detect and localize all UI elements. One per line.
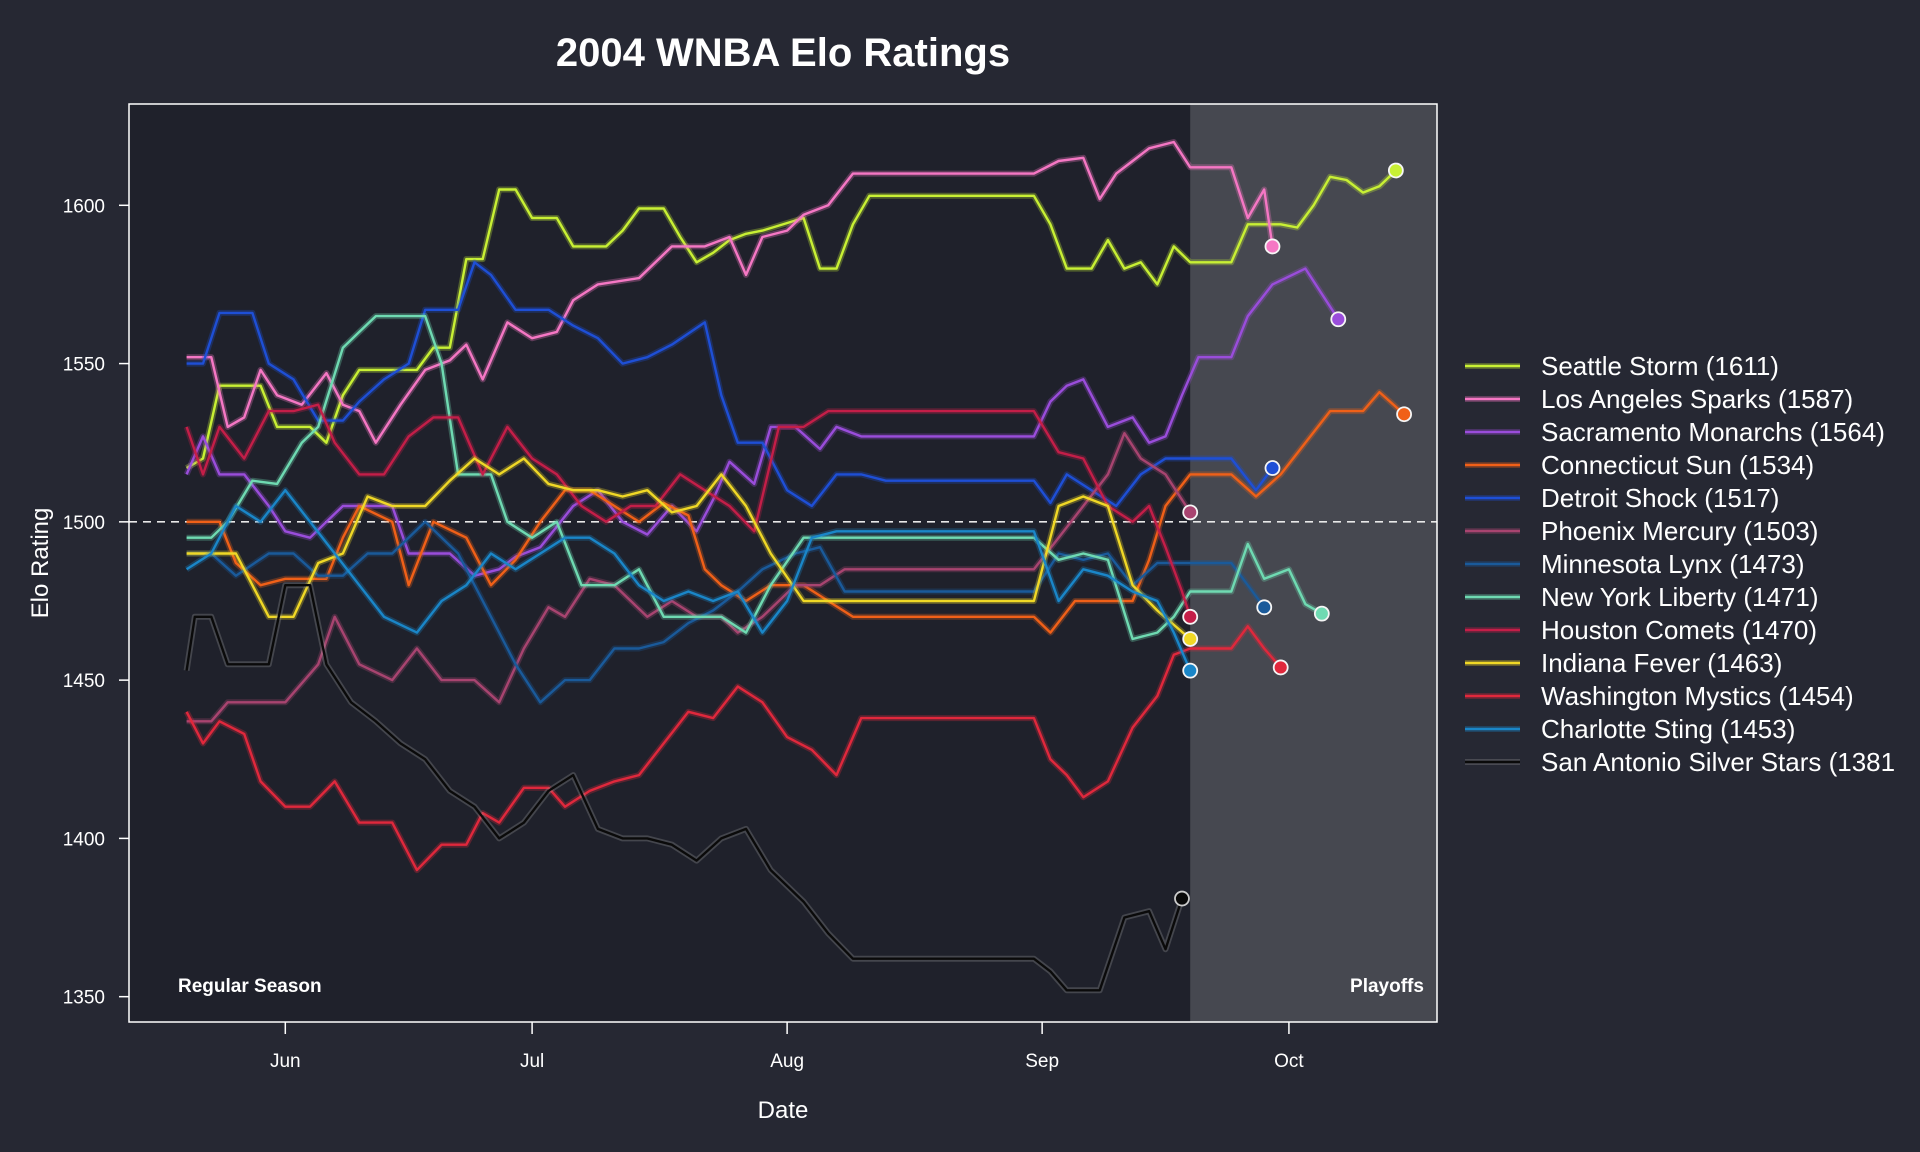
legend-label-seattle-storm: Seattle Storm (1611)	[1541, 351, 1779, 381]
legend-label-minnesota-lynx: Minnesota Lynx (1473)	[1541, 549, 1805, 579]
legend-label-houston-comets: Houston Comets (1470)	[1541, 615, 1817, 645]
series-line-charlotte-sting	[185, 489, 1192, 672]
legend-label-los-angeles-sparks: Los Angeles Sparks (1587)	[1541, 384, 1853, 414]
x-tick-label-jun: Jun	[270, 1051, 301, 1072]
series-line-seattle-storm	[185, 169, 1397, 470]
legend-item-charlotte-sting: Charlotte Sting (1453)	[1465, 714, 1795, 744]
x-tick-label-aug: Aug	[770, 1051, 804, 1072]
regions-layer: Regular Season Playoffs	[178, 104, 1437, 1022]
endpoint-charlotte-sting	[1182, 662, 1199, 679]
endpoint-connecticut-sun	[1396, 406, 1412, 423]
series-new-york-liberty	[186, 313, 1324, 642]
legend-item-minnesota-lynx: Minnesota Lynx (1473)	[1465, 549, 1805, 579]
series-indiana-fever	[186, 455, 1193, 642]
endpoint-minnesota-lynx	[1256, 599, 1273, 616]
chart-title: 2004 WNBA Elo Ratings	[556, 31, 1010, 75]
y-axis-label: Elo Rating	[27, 508, 54, 619]
legend-item-los-angeles-sparks: Los Angeles Sparks (1587)	[1465, 384, 1853, 414]
legend-label-connecticut-sun: Connecticut Sun (1534)	[1541, 450, 1814, 480]
legend-label-sacramento-monarchs: Sacramento Monarchs (1564)	[1541, 417, 1885, 447]
series-sacramento-monarchs	[183, 265, 1341, 579]
endpoint-detroit-shock	[1264, 460, 1281, 476]
endpoint-indiana-fever	[1182, 631, 1199, 647]
x-axis-label: Date	[758, 1097, 809, 1124]
endpoint-houston-comets	[1182, 608, 1199, 625]
endpoint-markers	[1174, 162, 1412, 907]
y-tick-label-1450: 1450	[63, 671, 105, 692]
series-line-new-york-liberty	[186, 314, 1323, 641]
endpoint-seattle-storm	[1387, 162, 1404, 179]
legend-item-washington-mystics: Washington Mystics (1454)	[1465, 681, 1854, 711]
y-tick-label-1350: 1350	[63, 988, 105, 1009]
legend-item-connecticut-sun: Connecticut Sun (1534)	[1465, 450, 1814, 480]
legend-item-san-antonio-silver-stars: San Antonio Silver Stars (1381)	[1465, 747, 1904, 777]
series-line-washington-mystics	[185, 625, 1282, 872]
x-axis: Jun Jul Aug Sep Oct	[270, 1022, 1304, 1072]
legend-label-detroit-shock: Detroit Shock (1517)	[1541, 483, 1779, 513]
x-tick-label-oct: Oct	[1274, 1051, 1304, 1072]
legend: Seattle Storm (1611)Los Angeles Sparks (…	[1465, 351, 1904, 777]
series-line-connecticut-sun	[186, 390, 1405, 634]
y-axis: 1350 1400 1450 1500 1550 1600	[63, 196, 129, 1009]
series-line-san-antonio-silver-stars	[185, 584, 1184, 992]
legend-label-washington-mystics: Washington Mystics (1454)	[1541, 681, 1854, 711]
series-connecticut-sun	[186, 389, 1407, 636]
endpoint-sacramento-monarchs	[1330, 311, 1347, 328]
endpoint-new-york-liberty	[1313, 605, 1330, 622]
endpoint-washington-mystics	[1272, 659, 1289, 676]
endpoint-los-angeles-sparks	[1264, 238, 1281, 255]
series-charlotte-sting	[184, 487, 1193, 672]
y-tick-label-1400: 1400	[63, 829, 105, 850]
series-houston-comets	[183, 401, 1194, 618]
x-tick-label-sep: Sep	[1025, 1051, 1059, 1072]
x-tick-label-jul: Jul	[520, 1051, 544, 1072]
legend-label-indiana-fever: Indiana Fever (1463)	[1541, 648, 1782, 678]
legend-item-indiana-fever: Indiana Fever (1463)	[1465, 648, 1782, 678]
region-label-playoffs: Playoffs	[1350, 976, 1424, 997]
series-line-sacramento-monarchs	[185, 267, 1340, 577]
series-san-antonio-silver-stars	[183, 582, 1185, 994]
legend-label-san-antonio-silver-stars: San Antonio Silver Stars (1381)	[1541, 747, 1904, 777]
series-line-los-angeles-sparks	[186, 140, 1274, 444]
endpoint-phoenix-mercury	[1182, 504, 1199, 521]
legend-item-phoenix-mercury: Phoenix Mercury (1503)	[1465, 516, 1818, 546]
legend-label-phoenix-mercury: Phoenix Mercury (1503)	[1541, 516, 1818, 546]
endpoint-san-antonio-silver-stars	[1174, 890, 1190, 907]
series-washington-mystics	[183, 623, 1283, 874]
legend-item-houston-comets: Houston Comets (1470)	[1465, 615, 1817, 645]
legend-label-charlotte-sting: Charlotte Sting (1453)	[1541, 714, 1795, 744]
y-tick-label-1550: 1550	[63, 355, 105, 376]
legend-item-new-york-liberty: New York Liberty (1471)	[1465, 582, 1818, 612]
legend-item-seattle-storm: Seattle Storm (1611)	[1465, 351, 1779, 381]
legend-label-new-york-liberty: New York Liberty (1471)	[1541, 582, 1818, 612]
legend-item-sacramento-monarchs: Sacramento Monarchs (1564)	[1465, 417, 1885, 447]
y-tick-label-1600: 1600	[63, 196, 105, 217]
series-los-angeles-sparks	[186, 139, 1276, 446]
series-line-houston-comets	[185, 403, 1192, 618]
series-line-detroit-shock	[186, 261, 1274, 508]
legend-item-detroit-shock: Detroit Shock (1517)	[1465, 483, 1779, 513]
y-tick-label-1500: 1500	[63, 513, 105, 534]
region-label-regular-season: Regular Season	[178, 976, 322, 997]
series-seattle-storm	[185, 168, 1398, 471]
series-detroit-shock	[186, 259, 1275, 509]
series-line-indiana-fever	[186, 457, 1191, 640]
series-minnesota-lynx	[186, 518, 1267, 706]
plot-frame	[128, 103, 1438, 1023]
series-line-minnesota-lynx	[186, 520, 1266, 704]
series-layer	[183, 139, 1407, 994]
